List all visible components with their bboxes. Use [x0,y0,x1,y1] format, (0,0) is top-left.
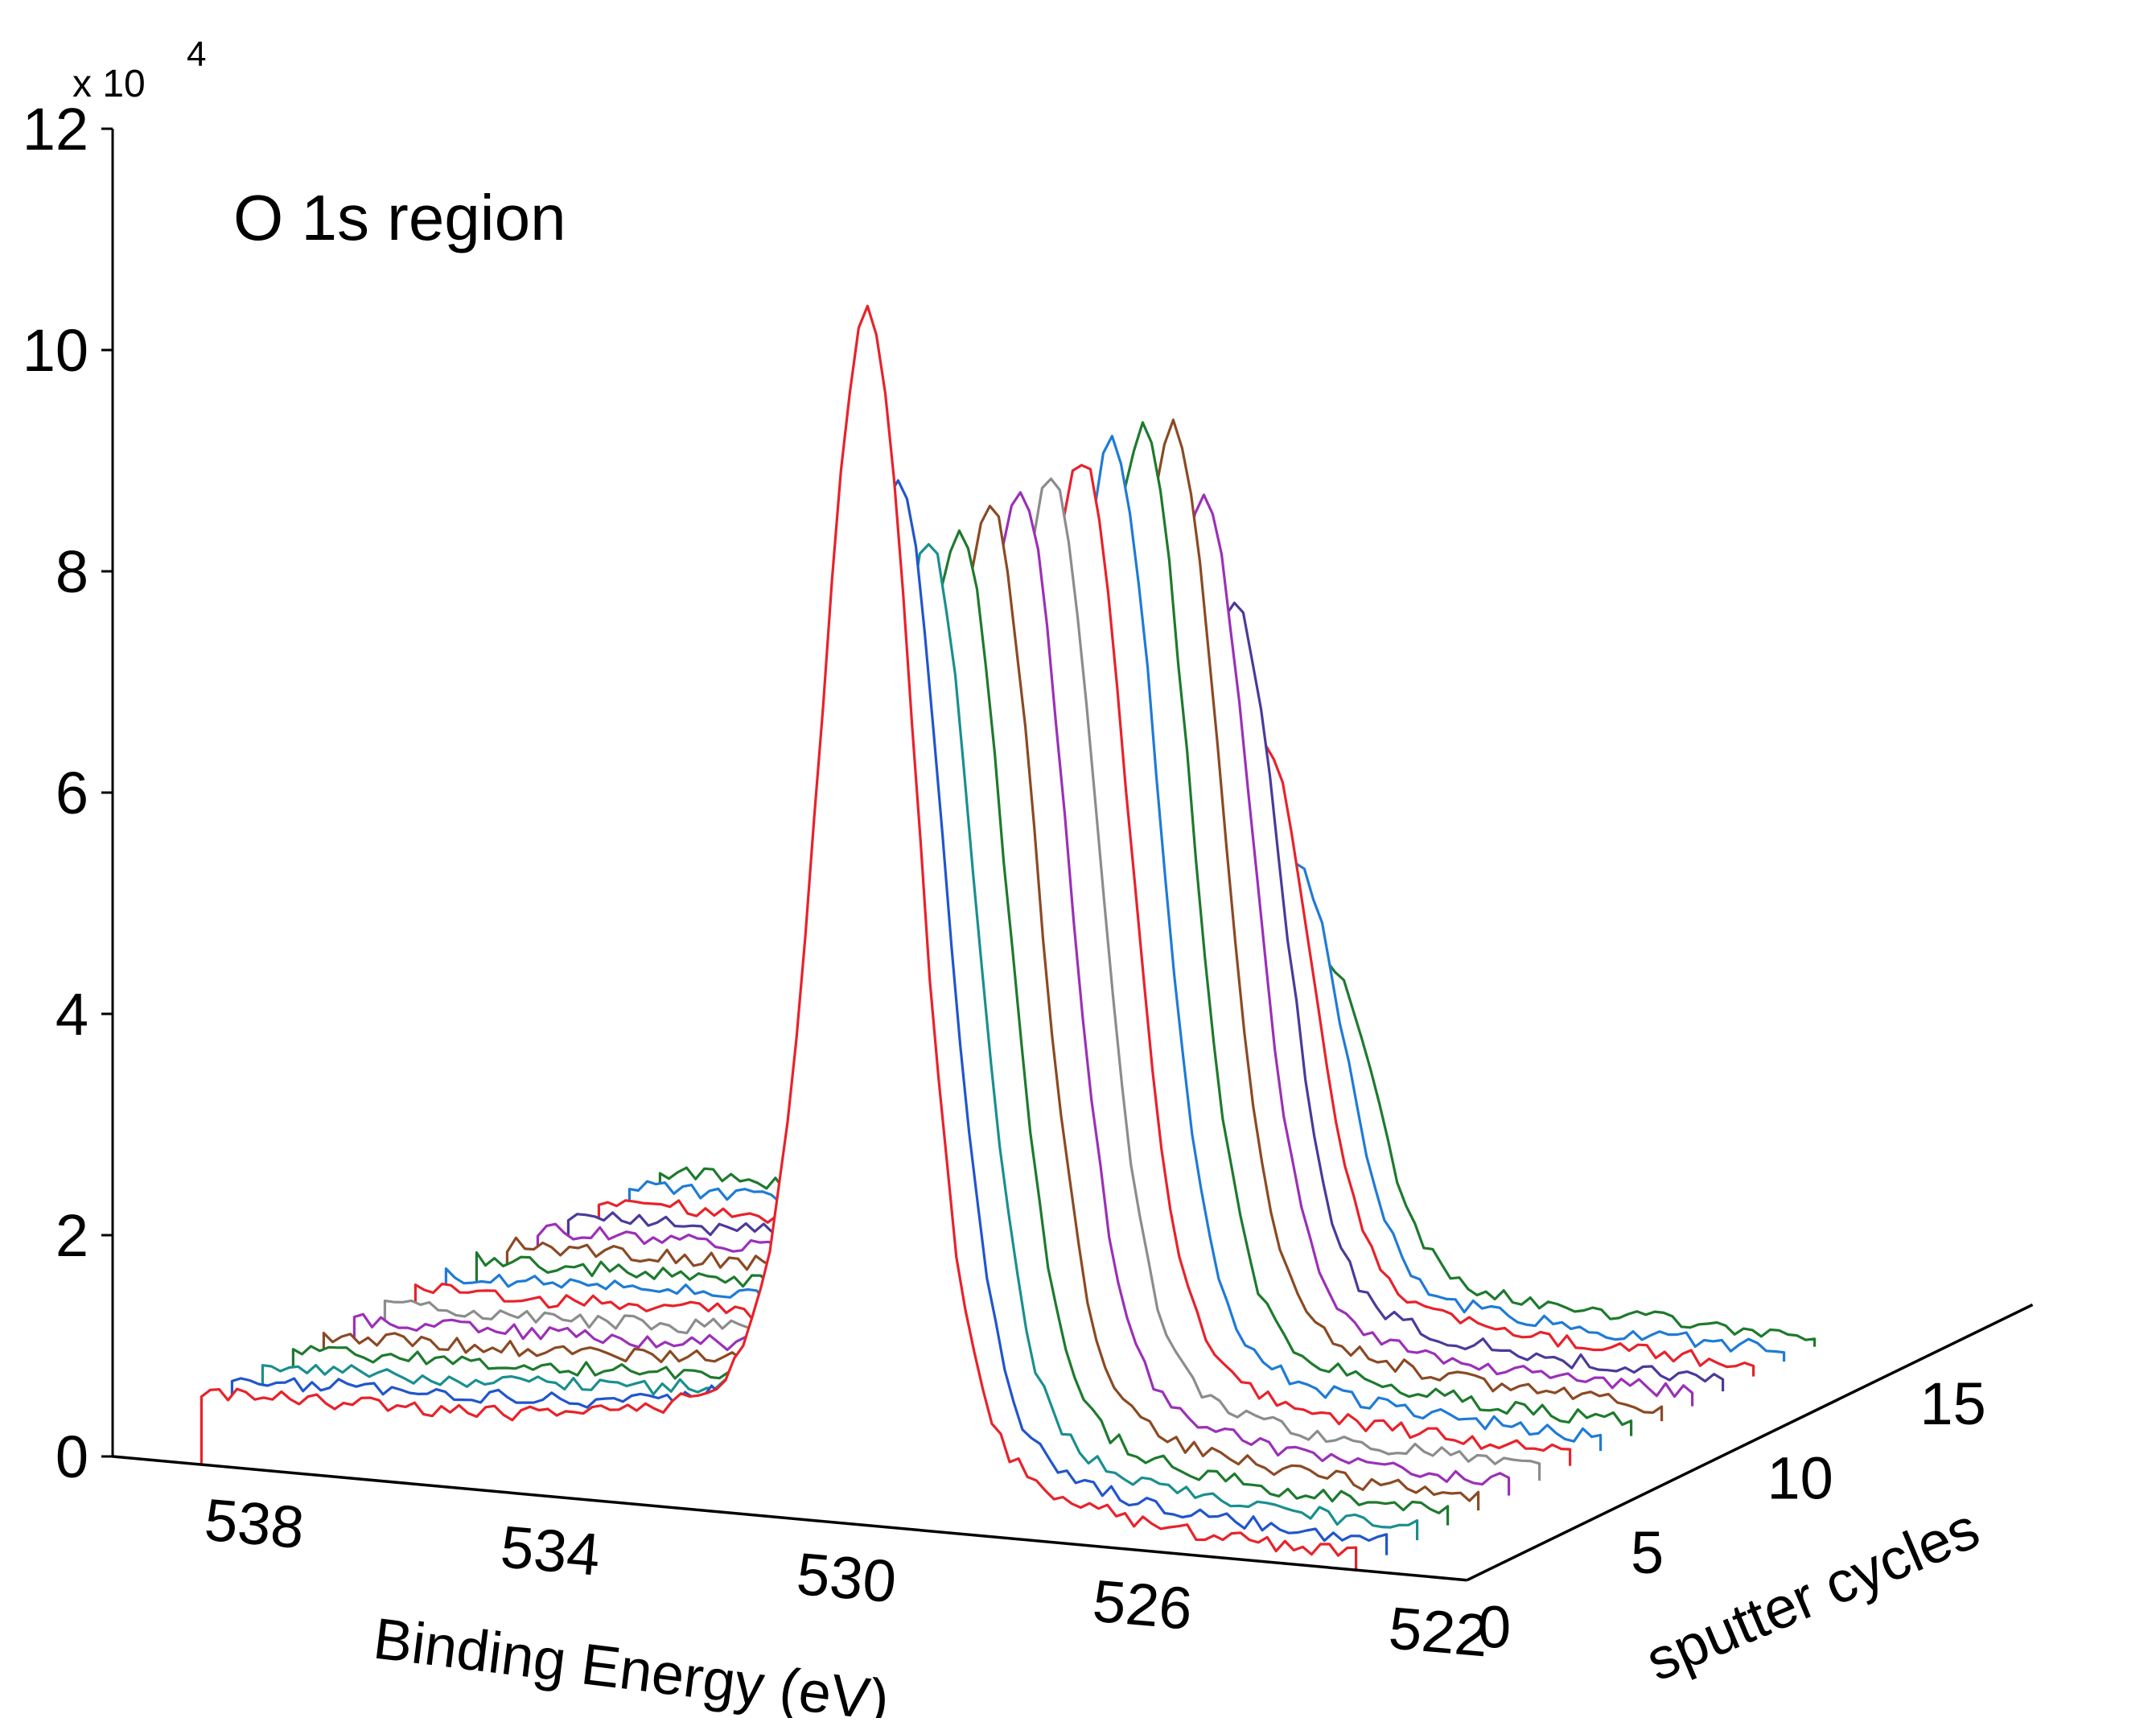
y-tick-label: 10 [23,317,88,384]
series-line-cycle-0 [200,304,1358,1571]
x-axis-label: Binding Energy (eV) [370,1606,892,1718]
x-tick-label: 538 [202,1486,307,1561]
z-tick-label: 15 [1919,1370,1985,1437]
z-tick-label: 0 [1478,1594,1511,1661]
y-multiplier: x 10 [72,63,146,105]
chart-title: O 1s region [233,182,566,253]
y-tick-label: 0 [56,1423,88,1490]
z-tick-label: 10 [1767,1445,1833,1512]
y-tick-label: 6 [56,760,88,826]
y-tick-label: 8 [56,538,88,605]
y-tick-label: 4 [56,981,88,1048]
y-multiplier-exponent: 4 [187,35,206,74]
x-tick-label: 526 [1090,1567,1195,1642]
z-tick-label: 5 [1631,1519,1664,1586]
series-layer [200,304,1817,1571]
y-tick-label: 12 [23,96,88,163]
z-axis-label: sputter cycles [1637,1496,1988,1694]
x-tick-label: 522 [1386,1594,1491,1669]
x-axis-line [112,1455,1467,1582]
x-tick-label: 534 [498,1513,603,1588]
x-tick-label: 530 [794,1540,899,1615]
y-tick-label: 2 [56,1202,88,1269]
z-axis-line [1466,1303,2034,1582]
